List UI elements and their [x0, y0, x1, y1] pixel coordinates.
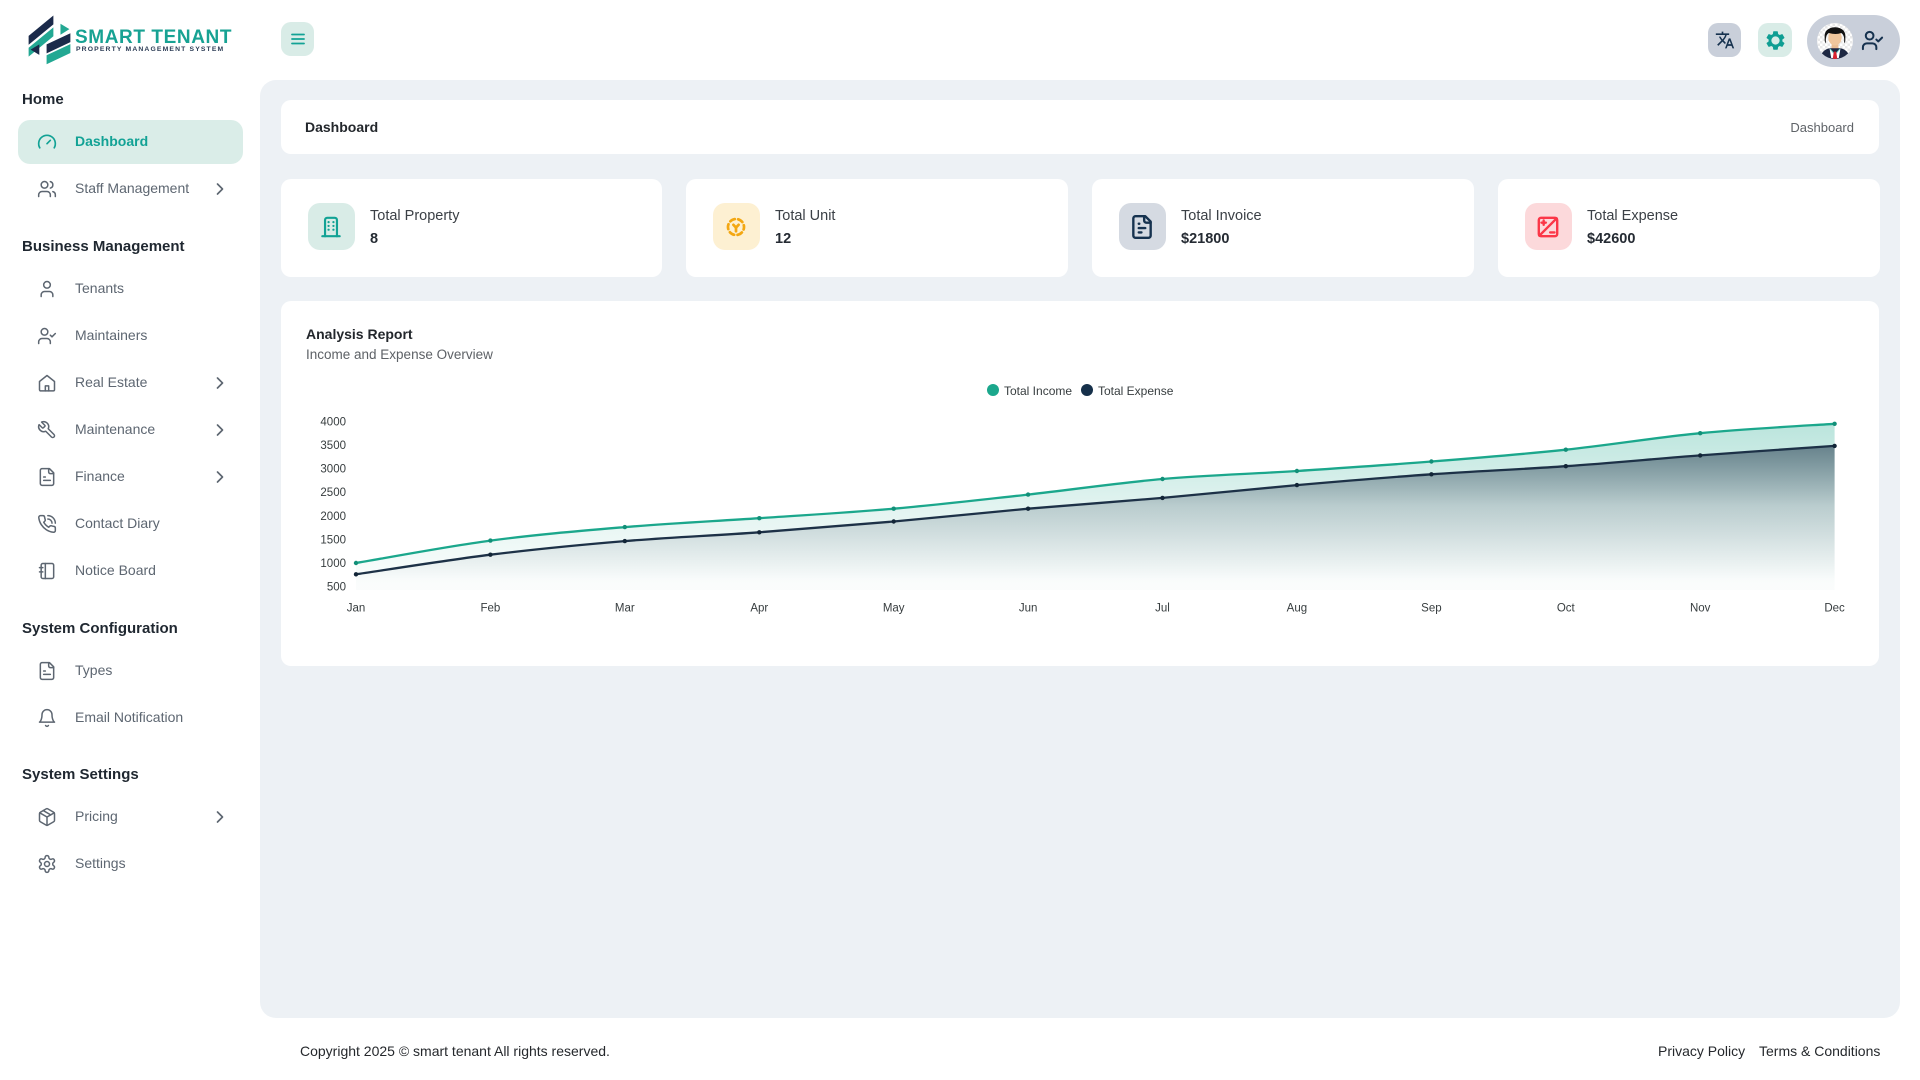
svg-text:Jun: Jun: [1019, 603, 1038, 615]
svg-text:Jul: Jul: [1155, 603, 1170, 615]
svg-text:Aug: Aug: [1287, 603, 1307, 615]
svg-text:Jan: Jan: [347, 603, 366, 615]
svg-text:2500: 2500: [320, 487, 346, 499]
svg-text:3500: 3500: [320, 440, 346, 452]
svg-text:4000: 4000: [320, 416, 346, 428]
svg-text:1500: 1500: [320, 534, 346, 546]
svg-text:Mar: Mar: [615, 603, 635, 615]
svg-text:Oct: Oct: [1557, 603, 1576, 615]
svg-text:Dec: Dec: [1824, 603, 1845, 615]
svg-text:2000: 2000: [320, 511, 346, 523]
svg-text:Apr: Apr: [750, 603, 768, 615]
svg-text:3000: 3000: [320, 464, 346, 476]
svg-text:500: 500: [327, 582, 346, 594]
svg-text:Sep: Sep: [1421, 603, 1441, 615]
svg-text:1000: 1000: [320, 558, 346, 570]
svg-text:Feb: Feb: [480, 603, 500, 615]
svg-text:May: May: [883, 603, 905, 615]
svg-text:Nov: Nov: [1690, 603, 1711, 615]
